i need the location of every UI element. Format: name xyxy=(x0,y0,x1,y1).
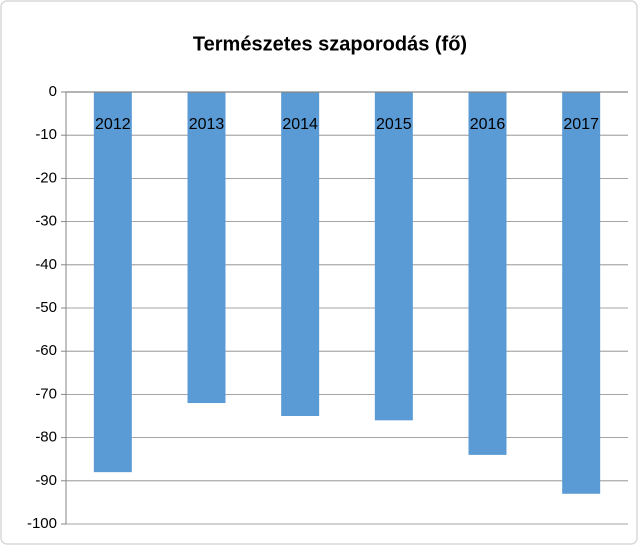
bar xyxy=(562,92,601,494)
y-tick-label: -100 xyxy=(27,515,57,532)
y-tick-label: -50 xyxy=(35,299,57,316)
x-tick-label: 2013 xyxy=(189,116,225,133)
y-tick-label: -90 xyxy=(35,472,57,489)
x-tick-label: 2015 xyxy=(376,116,412,133)
bar xyxy=(93,92,132,473)
y-tick-label: -70 xyxy=(35,385,57,402)
chart-title: Természetes szaporodás (fő) xyxy=(193,33,467,55)
bar xyxy=(281,92,320,416)
x-tick-label: 2016 xyxy=(470,116,506,133)
bar xyxy=(374,92,413,421)
x-tick-label: 2012 xyxy=(95,116,131,133)
y-tick-label: -60 xyxy=(35,342,57,359)
y-tick-label: -80 xyxy=(35,429,57,446)
bar xyxy=(468,92,507,455)
x-tick-label: 2017 xyxy=(563,116,599,133)
y-tick-label: -30 xyxy=(35,213,57,230)
y-tick-label: 0 xyxy=(49,83,57,100)
y-tick-label: -10 xyxy=(35,126,57,143)
y-tick-label: -40 xyxy=(35,256,57,273)
x-tick-label: 2014 xyxy=(282,116,318,133)
y-tick-label: -20 xyxy=(35,169,57,186)
bar xyxy=(187,92,226,404)
